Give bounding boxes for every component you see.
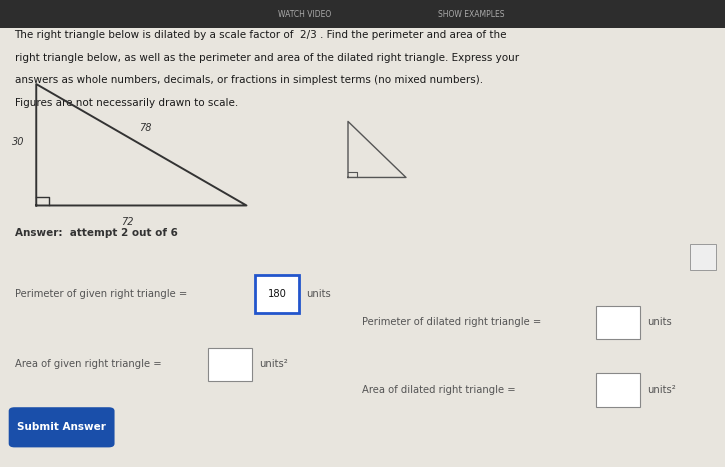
Text: answers as whole numbers, decimals, or fractions in simplest terms (no mixed num: answers as whole numbers, decimals, or f… bbox=[14, 75, 483, 85]
Text: right triangle below, as well as the perimeter and area of the dilated right tri: right triangle below, as well as the per… bbox=[14, 53, 518, 63]
Text: 30: 30 bbox=[12, 137, 25, 148]
FancyBboxPatch shape bbox=[208, 347, 252, 381]
Text: The right triangle below is dilated by a scale factor of  2/3 . Find the perimet: The right triangle below is dilated by a… bbox=[14, 30, 507, 40]
Text: Perimeter of dilated right triangle =: Perimeter of dilated right triangle = bbox=[362, 317, 542, 327]
Text: Figures are not necessarily drawn to scale.: Figures are not necessarily drawn to sca… bbox=[14, 98, 238, 107]
FancyBboxPatch shape bbox=[255, 275, 299, 313]
FancyBboxPatch shape bbox=[596, 305, 640, 339]
FancyBboxPatch shape bbox=[9, 407, 115, 447]
FancyBboxPatch shape bbox=[690, 244, 716, 270]
Text: 180: 180 bbox=[268, 289, 287, 299]
FancyBboxPatch shape bbox=[596, 374, 640, 406]
Text: units²: units² bbox=[259, 359, 288, 369]
Text: units: units bbox=[306, 289, 331, 299]
Text: WATCH VIDEO: WATCH VIDEO bbox=[278, 9, 331, 19]
Text: units: units bbox=[647, 317, 671, 327]
Text: Submit Answer: Submit Answer bbox=[17, 422, 106, 432]
Text: Answer:  attempt 2 out of 6: Answer: attempt 2 out of 6 bbox=[14, 228, 178, 239]
Text: SHOW EXAMPLES: SHOW EXAMPLES bbox=[438, 9, 505, 19]
Text: units²: units² bbox=[647, 385, 676, 395]
Text: Perimeter of given right triangle =: Perimeter of given right triangle = bbox=[14, 289, 187, 299]
FancyBboxPatch shape bbox=[0, 0, 725, 28]
Text: Area of given right triangle =: Area of given right triangle = bbox=[14, 359, 161, 369]
Text: Area of dilated right triangle =: Area of dilated right triangle = bbox=[362, 385, 516, 395]
Text: 78: 78 bbox=[138, 123, 152, 134]
Text: 72: 72 bbox=[120, 217, 133, 227]
